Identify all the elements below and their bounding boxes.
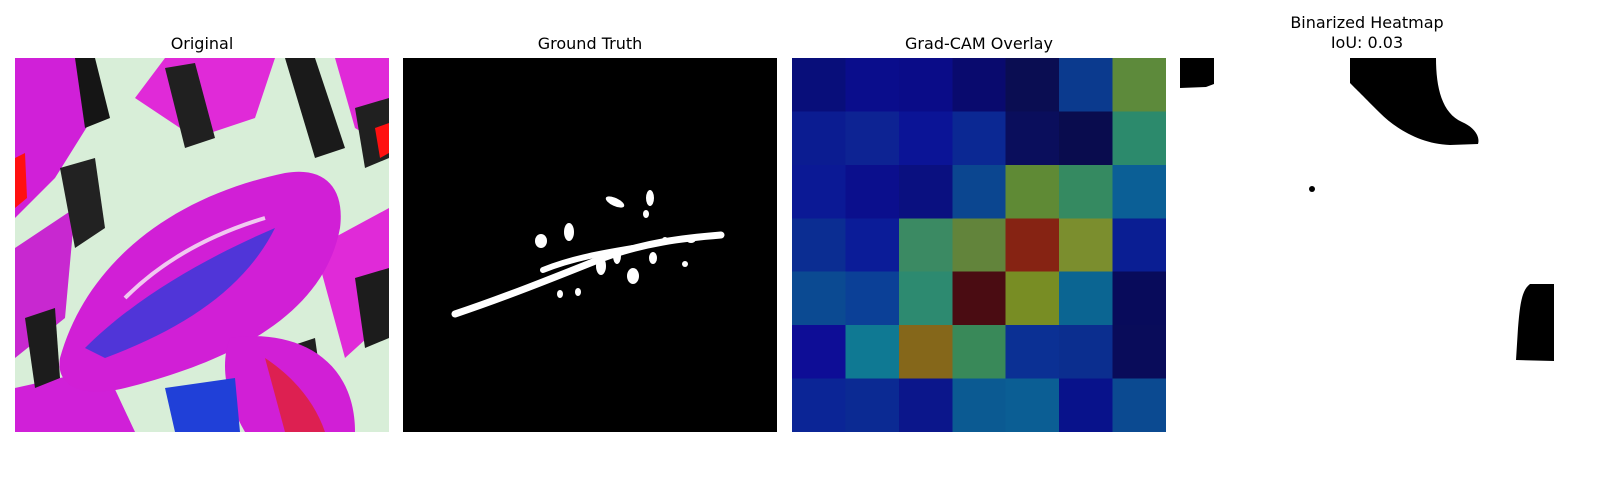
gradcam-title: Grad-CAM Overlay xyxy=(905,34,1053,53)
heatmap-cell xyxy=(845,58,900,112)
heatmap-cell xyxy=(1112,111,1166,166)
heatmap-cell xyxy=(792,325,846,380)
heatmap-cell xyxy=(845,271,900,326)
heatmap-cell xyxy=(792,58,846,112)
heatmap-cell xyxy=(1059,164,1114,219)
heatmap-cell xyxy=(898,378,953,432)
heatmap-cell xyxy=(1005,378,1060,432)
heatmap-cell xyxy=(898,271,953,326)
heatmap-cell xyxy=(1005,164,1060,219)
binarized-panel: Binarized Heatmap IoU: 0.03 xyxy=(1180,0,1554,500)
heatmap-cell xyxy=(1059,111,1114,166)
heatmap-cell xyxy=(1005,58,1060,112)
heatmap-cell xyxy=(845,218,900,273)
iou-label: IoU: 0.03 xyxy=(1330,33,1404,52)
heatmap-cell xyxy=(898,58,953,112)
heatmap-cell xyxy=(898,111,953,166)
heatmap-cell xyxy=(792,271,846,326)
original-panel: Original xyxy=(15,0,389,500)
heatmap-cell xyxy=(952,164,1007,219)
ground-truth-title: Ground Truth xyxy=(537,34,643,53)
original-image xyxy=(15,58,389,432)
heatmap-cell xyxy=(1112,325,1166,380)
original-title: Original xyxy=(170,34,234,53)
heatmap-cell xyxy=(952,111,1007,166)
binarized-title: Binarized Heatmap xyxy=(1290,13,1444,32)
heatmap-cell xyxy=(792,164,846,219)
ground-truth-panel: Ground Truth xyxy=(403,0,777,500)
heatmap-cell xyxy=(845,325,900,380)
heatmap-cell xyxy=(845,111,900,166)
gradcam-heatmap xyxy=(792,58,1166,432)
heatmap-cell xyxy=(792,111,846,166)
heatmap-cell xyxy=(1059,58,1114,112)
heatmap-cell xyxy=(1059,325,1114,380)
binarized-mask xyxy=(1180,58,1554,432)
heatmap-cell xyxy=(792,218,846,273)
heatmap-cell xyxy=(1059,218,1114,273)
heatmap-cell xyxy=(952,378,1007,432)
heatmap-cell xyxy=(1112,58,1166,112)
heatmap-cell xyxy=(898,164,953,219)
heatmap-cell xyxy=(952,271,1007,326)
heatmap-cell xyxy=(898,218,953,273)
heatmap-cell xyxy=(792,378,846,432)
heatmap-cell xyxy=(952,325,1007,380)
heatmap-cell xyxy=(1112,218,1166,273)
heatmap-cell xyxy=(952,58,1007,112)
gradcam-panel: Grad-CAM Overlay xyxy=(792,0,1166,500)
heatmap-cell xyxy=(1005,271,1060,326)
heatmap-cell xyxy=(845,378,900,432)
ground-truth-mask xyxy=(403,58,777,432)
heatmap-cell xyxy=(1112,271,1166,326)
heatmap-cell xyxy=(898,325,953,380)
heatmap-cell xyxy=(1059,271,1114,326)
heatmap-cell xyxy=(1112,378,1166,432)
heatmap-cell xyxy=(1005,325,1060,380)
heatmap-cell xyxy=(845,164,900,219)
heatmap-cell xyxy=(1112,164,1166,219)
heatmap-cell xyxy=(1005,218,1060,273)
heatmap-cell xyxy=(1059,378,1114,432)
heatmap-cell xyxy=(1005,111,1060,166)
heatmap-cell xyxy=(952,218,1007,273)
